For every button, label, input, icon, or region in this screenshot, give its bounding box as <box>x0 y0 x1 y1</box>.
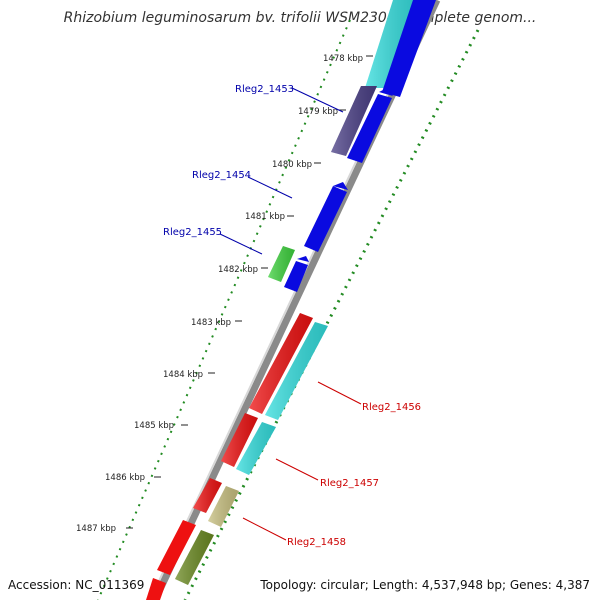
gene-label-text: Rleg2_1457 <box>320 478 379 489</box>
gene-rleg2-1455-shade <box>268 246 295 282</box>
gene-rleg2-1454-head <box>333 182 348 190</box>
gene-cyan-1457-shade <box>236 422 276 475</box>
tick-1485: 1485 kbp <box>134 421 188 431</box>
label-rleg2-1456[interactable]: Rleg2_1456 <box>317 381 421 413</box>
tick-1481: 1481 kbp <box>245 212 294 222</box>
tick-1480: 1480 kbp <box>272 160 321 170</box>
leader-line <box>317 381 362 405</box>
gene-rleg2-1458-shade <box>193 478 222 513</box>
gene-label-text: Rleg2_1454 <box>192 170 251 181</box>
tick-label: 1484 kbp <box>163 370 203 380</box>
gene-rleg2-1457-shade <box>221 413 258 467</box>
gene-labels: Rleg2_1453 Rleg2_1454 Rleg2_1455 Rleg2_1… <box>163 84 421 548</box>
tick-label: 1483 kbp <box>191 318 231 328</box>
gene-blue-small[interactable] <box>284 261 308 292</box>
tick-labels: 1478 kbp 1479 kbp 1480 kbp 1481 kbp 1482… <box>76 54 373 534</box>
leader-line <box>275 458 319 481</box>
tick-label: 1486 kbp <box>105 473 145 483</box>
gene-khaki-1458-shade <box>208 486 239 527</box>
label-rleg2-1455[interactable]: Rleg2_1455 <box>163 227 263 255</box>
gene-label-text: Rleg2_1455 <box>163 227 222 238</box>
leader-line <box>291 87 344 113</box>
tick-label: 1478 kbp <box>323 54 363 64</box>
tick-1479: 1479 kbp <box>298 107 346 117</box>
label-rleg2-1458[interactable]: Rleg2_1458 <box>242 517 346 548</box>
gene-blue-2-head <box>379 88 393 96</box>
gene-blue-small-head <box>297 256 309 262</box>
gene-blue-top[interactable] <box>382 0 436 97</box>
gc-track-inner <box>97 19 351 600</box>
gene-rleg2-1454[interactable] <box>304 186 347 252</box>
gene-red-bottom[interactable] <box>157 520 196 575</box>
tick-1486: 1486 kbp <box>105 473 161 483</box>
tick-1478: 1478 kbp <box>323 54 373 64</box>
leader-line <box>219 233 263 255</box>
gene-label-text: Rleg2_1458 <box>287 537 346 548</box>
label-rleg2-1453[interactable]: Rleg2_1453 <box>235 84 344 113</box>
gene-olive-bottom-shade <box>175 530 214 585</box>
gene-blue-2[interactable] <box>347 94 392 163</box>
gene-cyan-1456-shade <box>265 322 328 420</box>
leader-line <box>242 517 287 541</box>
tick-label: 1480 kbp <box>272 160 312 170</box>
gene-label-text: Rleg2_1453 <box>235 84 294 95</box>
tick-1487: 1487 kbp <box>76 524 133 534</box>
gene-features <box>146 0 436 600</box>
gene-red-bottom-2[interactable] <box>146 578 166 600</box>
tick-1484: 1484 kbp <box>163 370 215 380</box>
tick-label: 1479 kbp <box>298 107 338 117</box>
tick-label: 1487 kbp <box>76 524 116 534</box>
label-rleg2-1454[interactable]: Rleg2_1454 <box>192 170 293 199</box>
tick-1482: 1482 kbp <box>218 265 268 275</box>
tick-label: 1485 kbp <box>134 421 174 431</box>
tick-1483: 1483 kbp <box>191 318 242 328</box>
gene-rleg2-1453-shade <box>331 86 377 156</box>
topology-text: Topology: circular; Length: 4,537,948 bp… <box>260 578 590 592</box>
gene-rleg2-1456-shade <box>249 313 313 414</box>
gc-track-outer <box>183 29 480 600</box>
tick-label: 1482 kbp <box>218 265 258 275</box>
label-rleg2-1457[interactable]: Rleg2_1457 <box>275 458 379 489</box>
accession-text: Accession: NC_011369 <box>8 578 145 592</box>
gene-label-text: Rleg2_1456 <box>362 402 421 413</box>
tick-label: 1481 kbp <box>245 212 285 222</box>
leader-line <box>247 176 293 199</box>
